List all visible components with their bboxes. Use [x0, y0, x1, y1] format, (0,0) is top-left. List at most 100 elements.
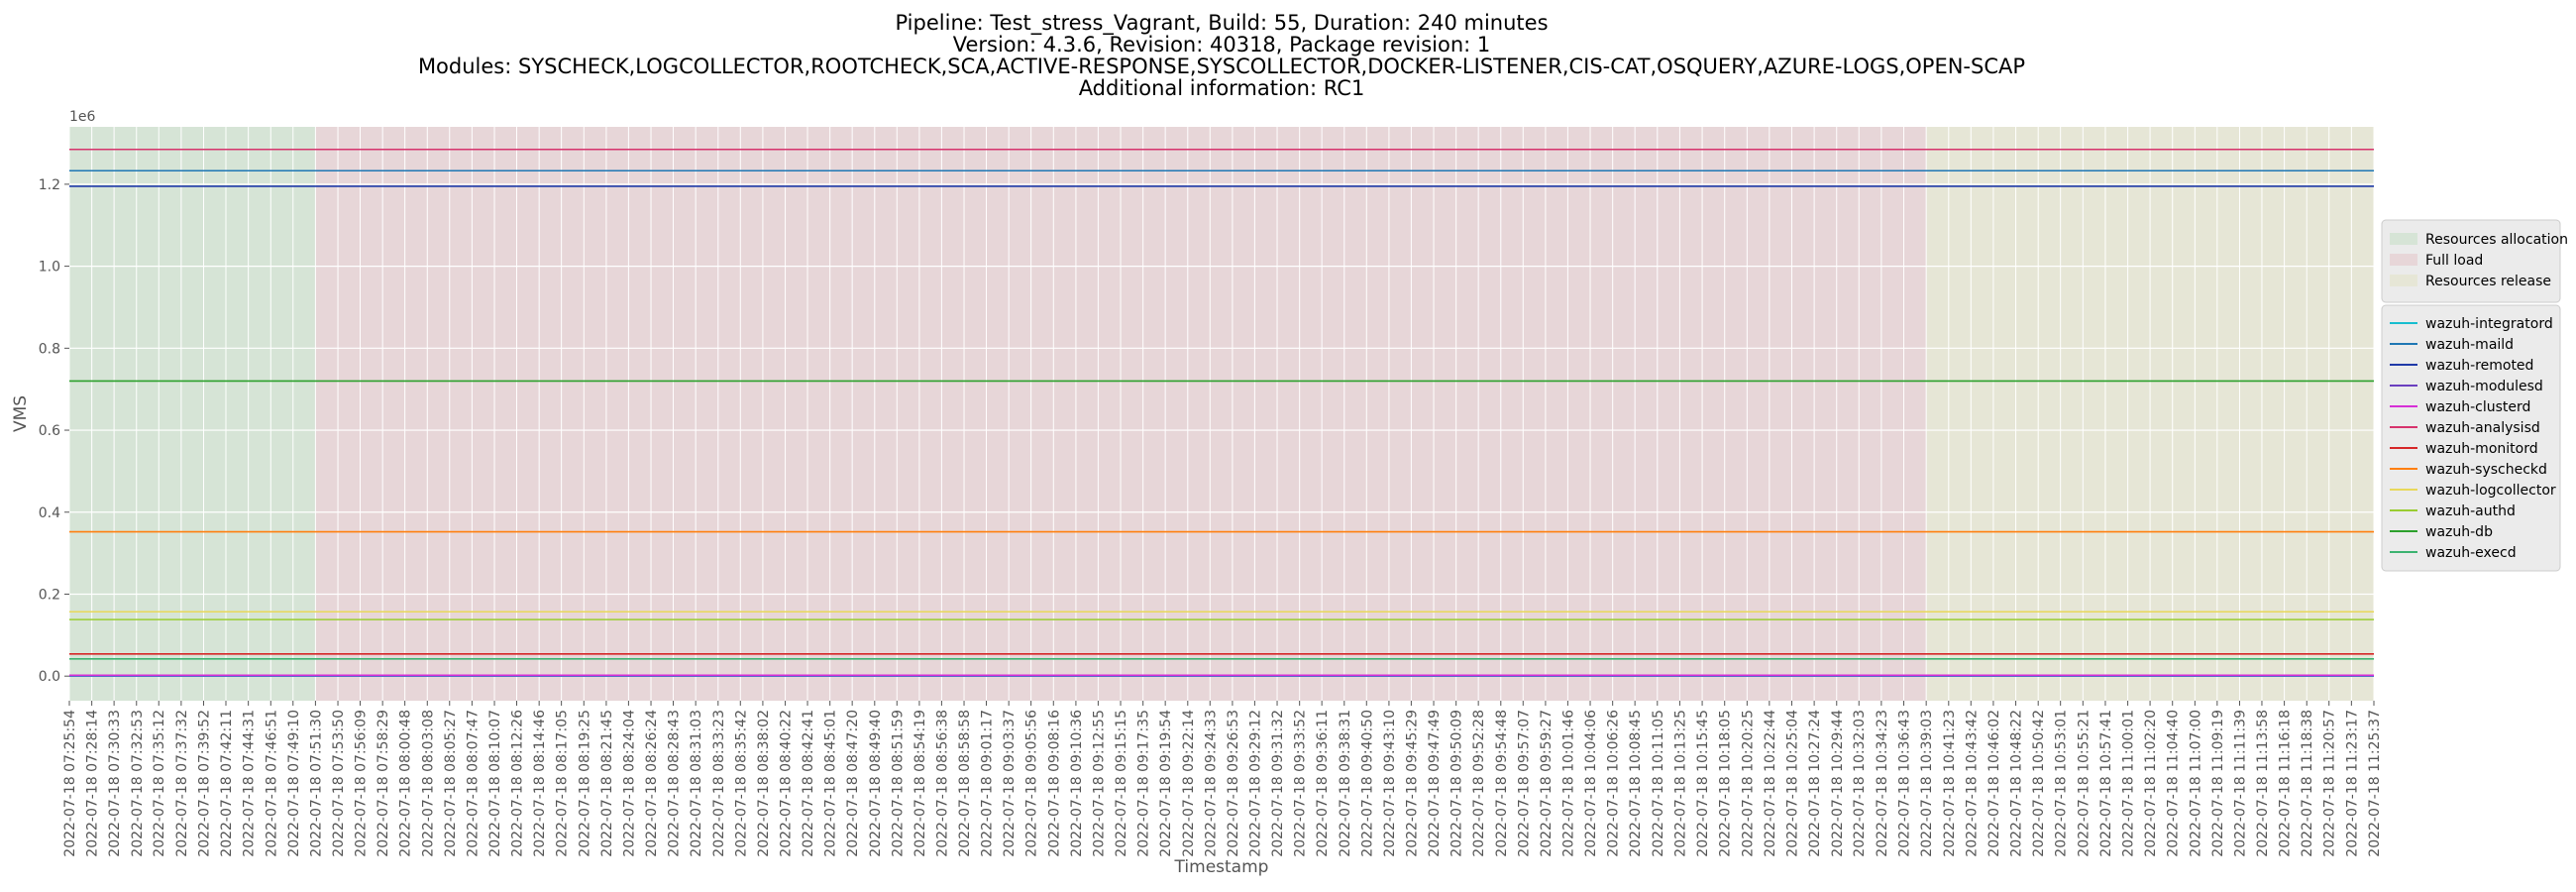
x-tick-label: 2022-07-18 11:07:00: [2188, 710, 2203, 857]
series-legend-frame: [2381, 304, 2561, 572]
x-tick-label: 2022-07-18 09:31:32: [1270, 710, 1286, 857]
phase-legend-label: Resources release: [2425, 274, 2551, 289]
series-legend-label: wazuh-modulesd: [2425, 379, 2543, 394]
y-axis-label: VMS: [11, 395, 31, 432]
series-legend-label: wazuh-monitord: [2425, 441, 2538, 457]
x-tick-label: 2022-07-18 07:44:31: [242, 710, 258, 857]
phase-band: [69, 127, 316, 701]
x-tick-label: 2022-07-18 10:36:43: [1897, 710, 1913, 857]
x-tick-label: 2022-07-18 08:54:19: [912, 710, 928, 857]
x-tick-label: 2022-07-18 10:53:01: [2054, 710, 2070, 857]
series-legend-label: wazuh-syscheckd: [2425, 462, 2547, 478]
x-tick-label: 2022-07-18 09:08:16: [1046, 710, 1062, 857]
x-tick-label: 2022-07-18 08:12:26: [510, 710, 526, 857]
x-tick-label: 2022-07-18 09:05:56: [1024, 710, 1040, 857]
x-tick-label: 2022-07-18 09:36:11: [1315, 710, 1331, 857]
x-tick-label: 2022-07-18 08:42:41: [801, 710, 816, 857]
title-line: Version: 4.3.6, Revision: 40318, Package…: [953, 33, 1491, 56]
x-tick-label: 2022-07-18 07:58:29: [376, 710, 391, 857]
x-tick-label: 2022-07-18 10:08:45: [1628, 710, 1644, 857]
title-line: Modules: SYSCHECK,LOGCOLLECTOR,ROOTCHECK…: [418, 55, 2025, 78]
series-legend: wazuh-integratord wazuh-maild wazuh-remote…: [2381, 304, 2561, 572]
x-tick-label: 2022-07-18 10:46:02: [1986, 710, 2002, 857]
x-tick-label: 2022-07-18 09:45:29: [1404, 710, 1420, 857]
series-lines: [69, 148, 2374, 677]
x-tick-label: 2022-07-18 10:57:41: [2098, 710, 2114, 857]
x-axis-label: Timestamp: [1174, 857, 1269, 877]
series-legend-label: wazuh-analysisd: [2425, 420, 2540, 436]
series-legend-label: wazuh-remoted: [2425, 358, 2533, 374]
x-tick-label: 2022-07-18 09:43:10: [1382, 710, 1398, 857]
x-tick-label: 2022-07-18 09:10:36: [1069, 710, 1085, 857]
y-tick-label: 0.8: [39, 341, 60, 357]
x-tick-label: 2022-07-18 10:34:23: [1875, 710, 1890, 857]
x-tick-label: 2022-07-18 10:27:24: [1807, 710, 1823, 857]
x-tick-label: 2022-07-18 10:32:03: [1852, 710, 1868, 857]
series-legend-label: wazuh-execd: [2425, 545, 2517, 561]
y-tick-label: 1.2: [39, 177, 60, 193]
x-tick-label: 2022-07-18 07:32:53: [130, 710, 146, 857]
x-tick-label: 2022-07-18 08:14:46: [532, 710, 548, 857]
x-tick-label: 2022-07-18 08:49:40: [868, 710, 884, 857]
phase-legend-label: Full load: [2425, 253, 2483, 269]
x-tick-label: 2022-07-18 11:20:57: [2322, 710, 2338, 857]
x-tick-label: 2022-07-18 11:04:40: [2166, 710, 2182, 857]
y-tick-label: 1.0: [39, 260, 60, 276]
x-tick-label: 2022-07-18 07:49:10: [286, 710, 302, 857]
phase-legend: Resources allocation Full load Resources r…: [2381, 219, 2568, 303]
phase-bands: [69, 127, 2374, 701]
x-tick-label: 2022-07-18 07:56:09: [354, 710, 370, 857]
series-legend-label: wazuh-integratord: [2425, 316, 2553, 332]
x-tick-label: 2022-07-18 10:43:42: [1964, 710, 1980, 857]
x-tick-label: 2022-07-18 10:11:05: [1651, 710, 1666, 857]
x-tick-label: 2022-07-18 11:11:39: [2232, 710, 2248, 857]
series-legend-label: wazuh-clusterd: [2425, 399, 2530, 415]
x-tick-label: 2022-07-18 09:19:54: [1158, 710, 1174, 857]
x-tick-label: 2022-07-18 09:54:48: [1494, 710, 1510, 857]
x-tick-label: 2022-07-18 07:25:54: [62, 710, 78, 857]
x-tick-label: 2022-07-18 09:03:37: [1002, 710, 1018, 857]
x-tick-label: 2022-07-18 11:13:58: [2255, 710, 2271, 857]
x-tick-label: 2022-07-18 08:47:20: [845, 710, 861, 857]
x-tick-label: 2022-07-18 08:28:43: [667, 710, 683, 857]
x-tick-label: 2022-07-18 10:55:21: [2076, 710, 2092, 857]
x-tick-label: 2022-07-18 09:01:17: [980, 710, 996, 857]
x-tick-label: 2022-07-18 11:00:01: [2121, 710, 2137, 857]
chart-title: Pipeline: Test_stress_Vagrant, Build: 55…: [418, 11, 2025, 100]
x-tick-label: 2022-07-18 09:12:55: [1091, 710, 1107, 857]
x-tick-label: 2022-07-18 08:38:02: [756, 710, 772, 857]
x-tick-label: 2022-07-18 11:25:37: [2367, 710, 2383, 857]
x-tick-label: 2022-07-18 09:59:27: [1539, 710, 1555, 857]
x-tick-label: 2022-07-18 09:52:28: [1471, 710, 1487, 857]
x-tick-label: 2022-07-18 08:35:42: [733, 710, 749, 857]
x-tick-label: 2022-07-18 08:58:58: [957, 710, 973, 857]
x-tick-label: 2022-07-18 09:57:07: [1516, 710, 1532, 857]
x-tick-label: 2022-07-18 09:40:50: [1359, 710, 1375, 857]
phase-legend-swatch: [2390, 233, 2417, 245]
x-tick-label: 2022-07-18 10:41:23: [1942, 710, 1958, 857]
x-tick-label: 2022-07-18 08:21:45: [599, 710, 615, 857]
x-tick-label: 2022-07-18 07:46:51: [264, 710, 279, 857]
x-tick-label: 2022-07-18 11:16:18: [2278, 710, 2294, 857]
x-tick-label: 2022-07-18 09:47:49: [1427, 710, 1443, 857]
x-tick-label: 2022-07-18 08:05:27: [443, 710, 459, 857]
series-legend-label: wazuh-db: [2425, 524, 2493, 540]
x-tick-label: 2022-07-18 10:18:05: [1718, 710, 1734, 857]
x-tick-label: 2022-07-18 07:37:32: [174, 710, 190, 857]
x-tick-label: 2022-07-18 08:26:24: [644, 710, 660, 857]
x-tick-label: 2022-07-18 08:10:07: [487, 710, 503, 857]
x-tick-label: 2022-07-18 08:19:25: [577, 710, 592, 857]
x-tick-label: 2022-07-18 10:20:25: [1740, 710, 1756, 857]
x-tick-label: 2022-07-18 10:25:04: [1784, 710, 1800, 857]
grid-lines: [68, 127, 2375, 701]
x-tick-label: 2022-07-18 10:48:22: [2009, 710, 2025, 857]
x-tick-label: 2022-07-18 10:15:45: [1695, 710, 1711, 857]
x-tick-label: 2022-07-18 09:24:33: [1203, 710, 1219, 857]
x-tick-label: 2022-07-18 10:22:44: [1763, 710, 1778, 857]
x-tick-label: 2022-07-18 09:17:35: [1136, 710, 1152, 857]
x-tick-label: 2022-07-18 09:29:12: [1247, 710, 1263, 857]
x-tick-label: 2022-07-18 07:53:50: [331, 710, 347, 857]
y-axis-offset-text: 1e6: [69, 109, 96, 125]
x-tick-label: 2022-07-18 08:45:01: [823, 710, 839, 857]
